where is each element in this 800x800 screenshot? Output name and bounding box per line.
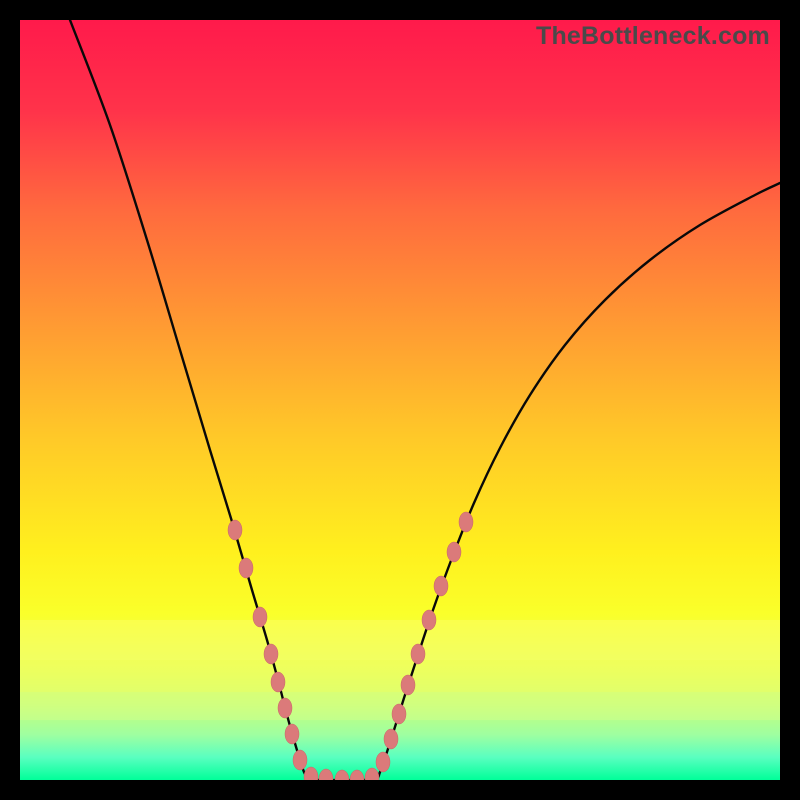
highlight-band-1 <box>20 660 780 692</box>
marker-point-19 <box>434 576 448 596</box>
marker-point-20 <box>447 542 461 562</box>
marker-point-15 <box>392 704 406 724</box>
marker-point-4 <box>271 672 285 692</box>
highlight-band-0 <box>20 620 780 660</box>
marker-point-21 <box>459 512 473 532</box>
marker-point-13 <box>376 752 390 772</box>
marker-point-1 <box>239 558 253 578</box>
marker-point-17 <box>411 644 425 664</box>
marker-point-14 <box>384 729 398 749</box>
bottleneck-chart <box>20 20 780 780</box>
marker-point-5 <box>278 698 292 718</box>
chart-frame: TheBottleneck.com <box>0 0 800 800</box>
marker-point-6 <box>285 724 299 744</box>
watermark-label: TheBottleneck.com <box>536 22 770 51</box>
marker-point-18 <box>422 610 436 630</box>
marker-point-7 <box>293 750 307 770</box>
marker-point-0 <box>228 520 242 540</box>
marker-point-2 <box>253 607 267 627</box>
plot-area: TheBottleneck.com <box>20 20 780 780</box>
marker-point-16 <box>401 675 415 695</box>
marker-point-3 <box>264 644 278 664</box>
